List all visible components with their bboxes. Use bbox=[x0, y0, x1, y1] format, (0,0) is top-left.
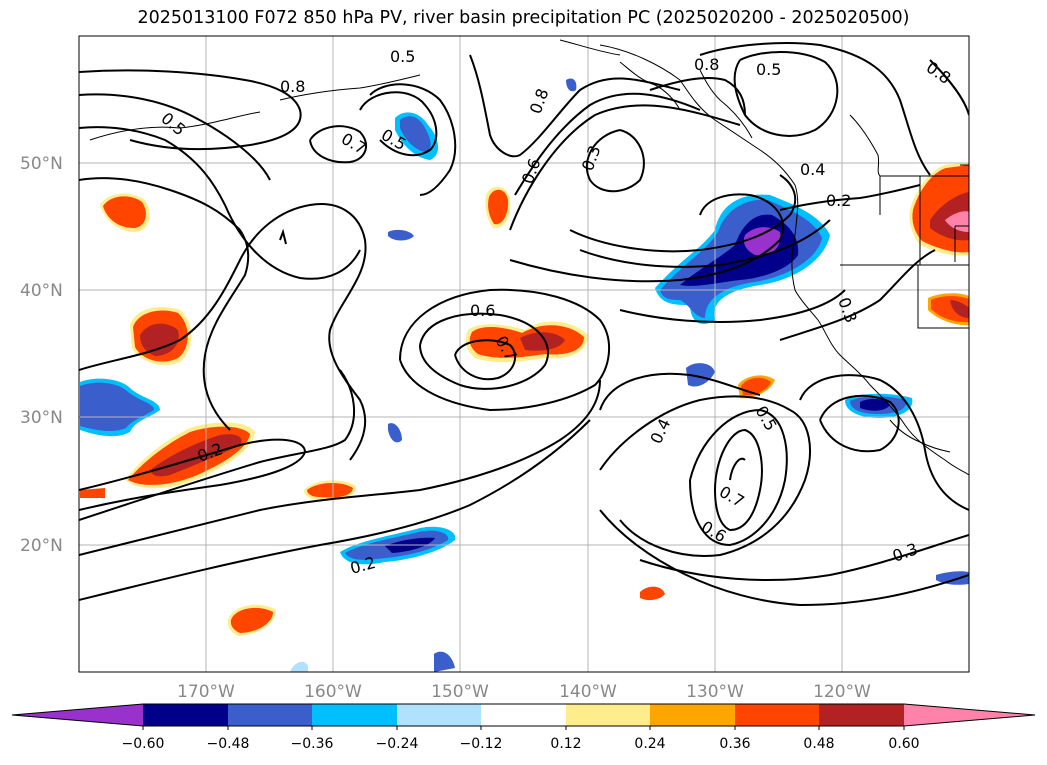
colorbar-segment bbox=[566, 704, 650, 726]
colorbar: −0.60 −0.48 −0.36 −0.24 −0.12 0.12 0.24 … bbox=[11, 703, 1036, 752]
contour-label: 0.6 bbox=[470, 301, 495, 320]
graticule bbox=[79, 36, 969, 672]
colorbar-segment bbox=[143, 704, 228, 726]
contour-label: 0.5 bbox=[756, 60, 781, 79]
contour-label: 0.8 bbox=[280, 77, 305, 96]
pv-contours bbox=[79, 42, 969, 607]
contour-label: 0.2 bbox=[826, 191, 851, 210]
colorbar-min-extension bbox=[12, 704, 143, 726]
colorbar-tick: −0.24 bbox=[376, 736, 419, 752]
lon-label: 120°W bbox=[813, 682, 871, 702]
map-title: 2025013100 F072 850 hPa PV, river basin … bbox=[137, 8, 910, 28]
positive-precip-shading bbox=[80, 162, 969, 636]
colorbar-tick: −0.36 bbox=[291, 736, 334, 752]
longitude-labels: 170°W 160°W 150°W 140°W 130°W 120°W bbox=[177, 682, 871, 702]
contour-label: 0.5 bbox=[390, 47, 415, 66]
colorbar-tick: 0.24 bbox=[634, 736, 665, 752]
contour-label: 0.4 bbox=[800, 160, 825, 179]
map-frame bbox=[78, 35, 970, 673]
lon-label: 150°W bbox=[431, 682, 489, 702]
colorbar-max-extension bbox=[904, 704, 1035, 726]
colorbar-tick: 0.12 bbox=[550, 736, 581, 752]
lon-label: 170°W bbox=[177, 682, 235, 702]
colorbar-tick: 0.36 bbox=[719, 736, 750, 752]
colorbar-segment bbox=[481, 704, 566, 726]
lat-label: 50°N bbox=[20, 154, 63, 174]
colorbar-tick: −0.60 bbox=[122, 736, 165, 752]
colorbar-tick: 0.60 bbox=[888, 736, 919, 752]
latitude-labels: 50°N 40°N 30°N 20°N bbox=[20, 154, 63, 556]
lat-label: 40°N bbox=[20, 281, 63, 301]
negative-precip-shading bbox=[80, 78, 969, 672]
colorbar-segment bbox=[228, 704, 312, 726]
colorbar-segment bbox=[397, 704, 481, 726]
lat-label: 20°N bbox=[20, 536, 63, 556]
lon-label: 160°W bbox=[304, 682, 362, 702]
lon-label: 130°W bbox=[686, 682, 744, 702]
lon-label: 140°W bbox=[559, 682, 617, 702]
lat-label: 30°N bbox=[20, 408, 63, 428]
colorbar-segment bbox=[735, 704, 819, 726]
colorbar-segment bbox=[650, 704, 735, 726]
colorbar-segment bbox=[312, 704, 397, 726]
colorbar-segment bbox=[819, 704, 904, 726]
colorbar-tick: −0.12 bbox=[460, 736, 503, 752]
contour-label: 0.8 bbox=[694, 55, 719, 74]
colorbar-tick: −0.48 bbox=[207, 736, 250, 752]
colorbar-tick: 0.48 bbox=[803, 736, 834, 752]
